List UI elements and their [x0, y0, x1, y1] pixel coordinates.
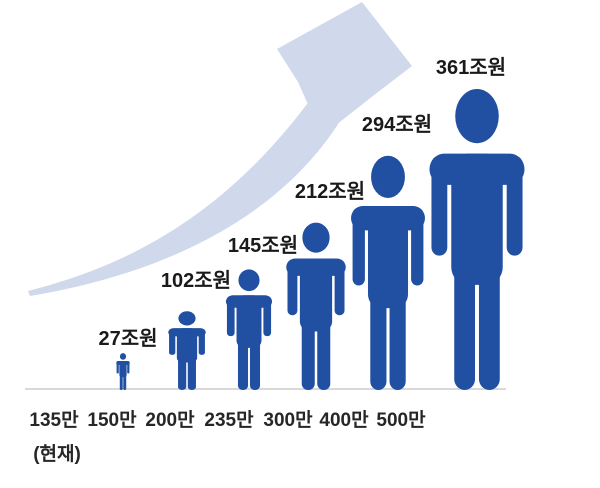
x-axis-label: 150만 — [87, 410, 137, 431]
value-label: 102조원 — [160, 270, 232, 292]
x-axis-label: 300만 — [263, 410, 313, 431]
person-figure-icon — [168, 311, 206, 390]
x-axis-label: 200만 — [145, 410, 195, 431]
x-axis-sublabel: (현재) — [33, 444, 81, 465]
value-label: 145조원 — [227, 235, 299, 257]
value-label: 294조원 — [361, 114, 433, 136]
x-axis-label: 400만 — [319, 410, 369, 431]
value-label: 27조원 — [98, 328, 158, 350]
value-label: 212조원 — [294, 181, 366, 203]
person-figure-icon — [225, 269, 273, 390]
x-axis-label: 500만 — [376, 410, 426, 431]
value-label: 361조원 — [435, 57, 507, 79]
person-figure-icon — [429, 89, 525, 390]
person-figure-icon — [116, 353, 130, 390]
x-axis-label: 235만 — [204, 410, 254, 431]
growth-trend-arrow-icon — [28, 2, 412, 296]
x-axis-label: 135만 — [29, 410, 79, 431]
